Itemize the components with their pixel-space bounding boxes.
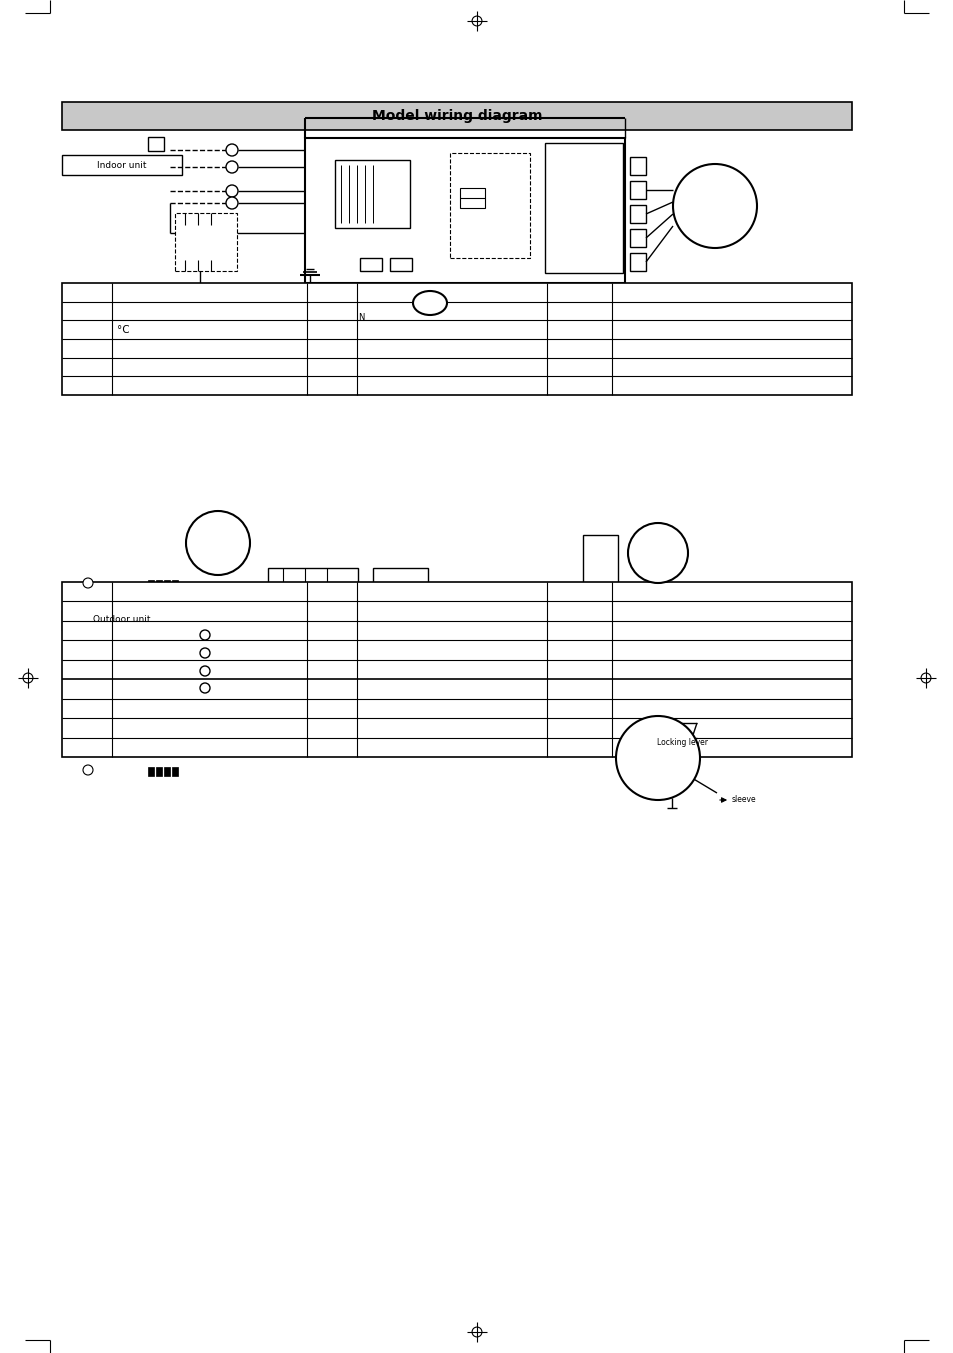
Bar (172, 580, 178, 589)
Bar (355, 296, 385, 321)
Circle shape (200, 630, 210, 640)
Bar (629, 157, 645, 175)
Bar (629, 253, 645, 271)
Bar (442, 613, 542, 693)
Bar (544, 143, 622, 273)
Bar (164, 580, 170, 589)
Circle shape (616, 716, 700, 800)
Text: Outdoor unit: Outdoor unit (93, 616, 151, 625)
Bar (148, 137, 164, 152)
Bar (62, 610, 182, 630)
Bar (148, 580, 153, 589)
Bar (359, 258, 381, 271)
Circle shape (627, 524, 687, 583)
Text: sleeve: sleeve (731, 796, 756, 805)
Circle shape (83, 764, 92, 775)
Bar (317, 630, 339, 645)
Bar (172, 767, 178, 777)
Text: Locking lever: Locking lever (657, 739, 707, 747)
Circle shape (200, 683, 210, 693)
Bar (582, 534, 618, 593)
Bar (450, 153, 530, 258)
Bar (156, 580, 162, 589)
Circle shape (200, 648, 210, 658)
Text: °C: °C (117, 325, 130, 334)
Text: Indoor unit: Indoor unit (97, 161, 147, 169)
Bar (268, 568, 357, 589)
Bar (629, 206, 645, 223)
Bar (148, 593, 164, 607)
Circle shape (672, 164, 757, 248)
Bar (62, 582, 851, 756)
Bar (248, 598, 598, 704)
Bar (305, 138, 624, 283)
Bar (629, 229, 645, 248)
Bar (164, 767, 170, 777)
Bar (373, 568, 428, 590)
Bar (395, 296, 422, 321)
Bar (459, 188, 484, 208)
Circle shape (200, 666, 210, 676)
Bar (62, 283, 851, 395)
Circle shape (226, 198, 237, 208)
Text: Model wiring diagram: Model wiring diagram (372, 110, 541, 123)
Ellipse shape (413, 291, 447, 315)
Text: N: N (357, 314, 364, 322)
Bar (148, 767, 153, 777)
Circle shape (186, 511, 250, 575)
Bar (156, 767, 162, 777)
Bar (335, 160, 410, 229)
Circle shape (226, 143, 237, 156)
Circle shape (226, 185, 237, 198)
Bar (174, 212, 236, 271)
Bar (62, 156, 182, 175)
Bar (390, 258, 412, 271)
Bar (629, 181, 645, 199)
Bar (388, 630, 426, 662)
Bar (62, 101, 851, 130)
Circle shape (83, 578, 92, 589)
Bar (283, 620, 305, 635)
Circle shape (226, 161, 237, 173)
